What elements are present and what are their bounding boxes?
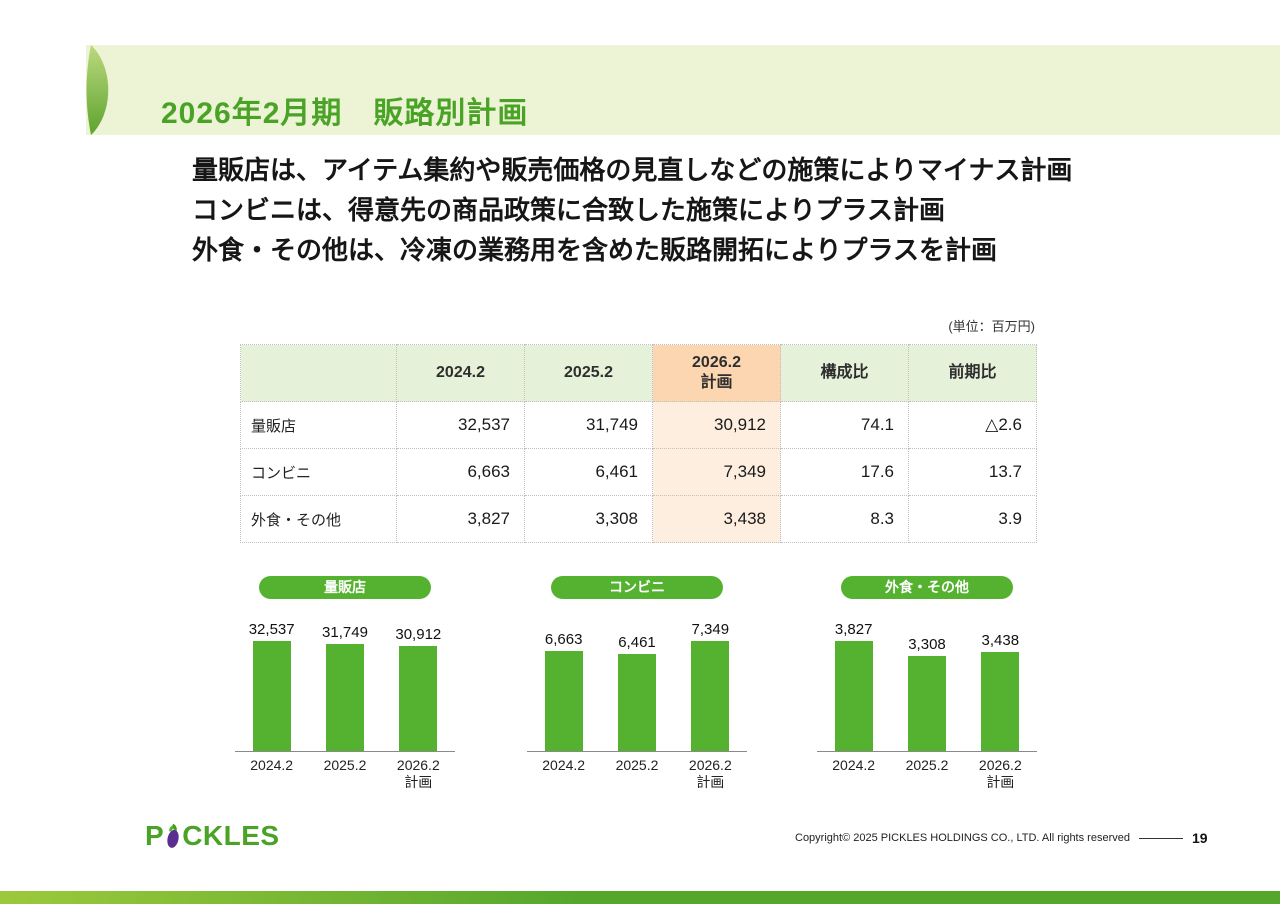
leaf-decoration-icon	[86, 45, 118, 135]
summary-bullets: 量販店は、アイテム集約や販売価格の見直しなどの施策によりマイナス計画 コンビニは…	[192, 150, 1192, 270]
header-yoy: 前期比	[908, 344, 1037, 402]
bar-group: 6,461	[600, 634, 673, 751]
cell-plan: 7,349	[652, 448, 781, 496]
category-labels: 2024.2 2025.2 2026.2 計画	[817, 757, 1037, 791]
footer-divider-line	[1138, 837, 1183, 839]
bars-area: 32,537 31,749 30,912	[235, 613, 455, 752]
category-labels: 2024.2 2025.2 2026.2 計画	[235, 757, 455, 791]
bar-group: 3,827	[817, 621, 890, 751]
logo-text-left: P	[145, 820, 165, 851]
page-number: 19	[1191, 830, 1208, 846]
header-2026-plan: 2026.2 計画	[652, 344, 781, 402]
category-label: 2026.2 計画	[688, 757, 732, 790]
bar	[544, 651, 583, 751]
cell: 13.7	[908, 448, 1037, 496]
bar-value-label: 7,349	[691, 621, 730, 638]
category-label: 2024.2	[250, 757, 294, 773]
category-label: 2024.2	[832, 757, 876, 773]
bar	[617, 654, 656, 751]
bullet-line: コンビニは、得意先の商品政策に合致した施策によりプラス計画	[192, 195, 945, 225]
bottom-green-bar	[0, 891, 1280, 904]
bar-group: 7,349	[674, 621, 747, 751]
bar-value-label: 6,461	[618, 634, 656, 651]
bullet-line: 量販店は、アイテム集約や販売価格の見直しなどの施策によりマイナス計画	[192, 155, 1073, 185]
sales-channel-table: 2024.2 2025.2 2026.2 計画 構成比 前期比 量販店 32,5…	[240, 344, 1037, 543]
bar-value-label: 6,663	[544, 631, 583, 648]
bar	[399, 646, 438, 751]
table-row: コンビニ 6,663 6,461 7,349 17.6 13.7	[240, 448, 1037, 496]
header-composition: 構成比	[780, 344, 909, 402]
cell: 32,537	[396, 401, 525, 449]
copyright-text: Copyright© 2025 PICKLES HOLDINGS CO., LT…	[795, 832, 1130, 844]
logo-text-right: CKLES	[182, 820, 280, 851]
bars-area: 6,663 6,461 7,349	[527, 613, 747, 752]
table-row: 量販店 32,537 31,749 30,912 74.1 △2.6	[240, 401, 1037, 449]
bar-group: 6,663	[527, 631, 600, 751]
page-title: 2026年2月期 販路別計画	[161, 97, 529, 130]
cell: 3.9	[908, 495, 1037, 543]
bar-value-label: 3,308	[908, 636, 946, 653]
bar	[981, 652, 1020, 751]
bullet-line: 外食・その他は、冷凍の業務用を含めた販路開拓によりプラスを計画	[192, 235, 997, 265]
category-label: 2024.2	[542, 757, 586, 773]
bar-value-label: 31,749	[322, 624, 368, 641]
bars-area: 3,827 3,308 3,438	[817, 613, 1037, 752]
category-label: 2026.2 計画	[978, 757, 1022, 790]
bar-value-label: 3,827	[834, 621, 873, 638]
bar	[834, 641, 873, 751]
pickles-logo: P CKLES	[145, 820, 280, 852]
bar-group: 32,537	[235, 621, 308, 751]
bar-group: 3,308	[890, 636, 963, 751]
cell-plan: 30,912	[652, 401, 781, 449]
header-2025: 2025.2	[524, 344, 653, 402]
chart-ryohanten: 量販店 32,537 31,749 30,912 2024.2 2025.2 2…	[235, 576, 455, 791]
bar-value-label: 32,537	[248, 621, 295, 638]
cell: 31,749	[524, 401, 653, 449]
cell-plan: 3,438	[652, 495, 781, 543]
bar	[325, 644, 364, 751]
bar	[907, 656, 946, 751]
category-label: 2025.2	[323, 757, 367, 773]
row-label: 外食・その他	[240, 495, 397, 543]
table-header-row: 2024.2 2025.2 2026.2 計画 構成比 前期比	[240, 344, 1037, 402]
header-band	[86, 45, 1280, 135]
bar-group: 31,749	[308, 624, 381, 751]
cell: 6,461	[524, 448, 653, 496]
cell: 3,308	[524, 495, 653, 543]
category-labels: 2024.2 2025.2 2026.2 計画	[527, 757, 747, 791]
cell: 6,663	[396, 448, 525, 496]
bar-group: 3,438	[964, 632, 1037, 751]
cell: △2.6	[908, 401, 1037, 449]
bar-value-label: 3,438	[981, 632, 1020, 649]
cell: 8.3	[780, 495, 909, 543]
footer-right: Copyright© 2025 PICKLES HOLDINGS CO., LT…	[795, 830, 1208, 846]
row-label: 量販店	[240, 401, 397, 449]
chart-title-badge: 外食・その他	[841, 576, 1013, 599]
table-row: 外食・その他 3,827 3,308 3,438 8.3 3.9	[240, 495, 1037, 543]
chart-title-badge: 量販店	[259, 576, 431, 599]
cell: 3,827	[396, 495, 525, 543]
bar-group: 30,912	[382, 626, 455, 751]
cell: 74.1	[780, 401, 909, 449]
bar	[252, 641, 291, 751]
bar-value-label: 30,912	[395, 626, 442, 643]
chart-foodservice-other: 外食・その他 3,827 3,308 3,438 2024.2 2025.2 2…	[817, 576, 1037, 791]
cell: 17.6	[780, 448, 909, 496]
unit-note: (単位：百万円)	[948, 319, 1035, 334]
header-blank	[240, 344, 397, 402]
chart-title-badge: コンビニ	[551, 576, 723, 599]
bar	[691, 641, 730, 751]
header-2024: 2024.2	[396, 344, 525, 402]
row-label: コンビニ	[240, 448, 397, 496]
category-label: 2026.2 計画	[396, 757, 440, 790]
chart-convenience: コンビニ 6,663 6,461 7,349 2024.2 2025.2 202…	[527, 576, 747, 791]
category-label: 2025.2	[615, 757, 659, 773]
category-label: 2025.2	[905, 757, 949, 773]
eggplant-icon	[167, 823, 179, 848]
